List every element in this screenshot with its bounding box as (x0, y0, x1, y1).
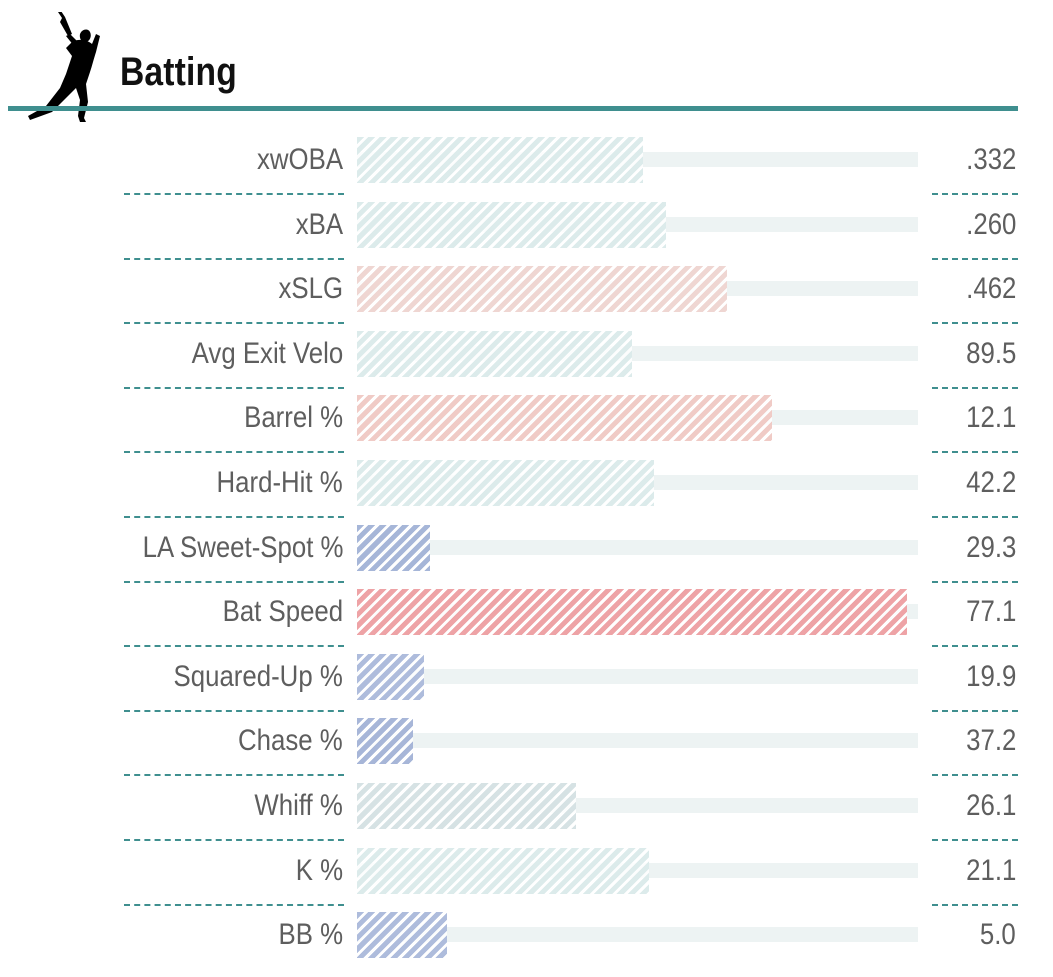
metric-label: K % (295, 853, 343, 887)
bar-track (357, 733, 918, 749)
percentile-bar (357, 201, 666, 248)
row-divider (932, 709, 1018, 712)
percentile-bar (357, 524, 430, 571)
metric-value: 5.0 (980, 918, 1016, 952)
row-divider (124, 386, 344, 389)
row-divider (124, 516, 344, 518)
metric-row-xwoba: xwOBA .332 (0, 137, 1053, 202)
bar-track (357, 668, 918, 684)
metric-row-whiff-pct: Whiff % 26.1 (0, 783, 1053, 848)
row-divider (932, 903, 1018, 906)
row-divider (932, 839, 1018, 841)
row-divider (124, 193, 344, 195)
metric-value: .260 (965, 207, 1016, 241)
row-divider (124, 580, 344, 583)
percentile-bar (357, 653, 425, 700)
metric-label: Chase % (238, 724, 343, 758)
percentile-bar (357, 783, 576, 829)
metric-value: 26.1 (965, 789, 1016, 822)
metric-value: 37.2 (965, 724, 1016, 758)
metric-label: Whiff % (254, 789, 343, 822)
percentile-bar (357, 589, 907, 636)
bar-track (357, 539, 918, 555)
row-divider (932, 257, 1018, 260)
row-divider (932, 193, 1018, 195)
metric-value: .332 (965, 143, 1016, 176)
percentile-bar (357, 137, 644, 183)
metric-label: Bat Speed (222, 595, 343, 629)
percentile-bar (357, 395, 773, 442)
section-header: Batting (0, 0, 1053, 122)
percentile-bar (357, 718, 414, 765)
metric-label: BB % (278, 918, 343, 952)
row-divider (124, 774, 344, 777)
metric-row-hard-hit-pct: Hard-Hit % 42.2 (0, 460, 1053, 525)
metric-value: 19.9 (965, 659, 1016, 693)
metric-row-barrel-pct: Barrel % 12.1 (0, 395, 1053, 460)
row-divider (932, 580, 1018, 583)
metric-label: xBA (295, 207, 343, 241)
metric-value: .462 (965, 272, 1016, 306)
row-divider (124, 903, 344, 906)
row-divider (124, 839, 344, 841)
row-divider (124, 645, 344, 648)
metric-value: 21.1 (965, 853, 1016, 887)
metric-label: Hard-Hit % (216, 466, 343, 499)
metric-value: 77.1 (965, 595, 1016, 629)
bar-track (357, 927, 918, 943)
metric-row-la-sweet-spot-pct: LA Sweet-Spot % 29.3 (0, 524, 1053, 590)
metric-row-bat-speed: Bat Speed 77.1 (0, 589, 1053, 654)
row-divider (124, 451, 344, 454)
metric-row-k-pct: K % 21.1 (0, 847, 1053, 913)
percentile-bar (357, 912, 447, 959)
metric-row-xba: xBA .260 (0, 201, 1053, 267)
percentile-bar (357, 330, 632, 377)
row-divider (932, 451, 1018, 454)
row-divider (932, 645, 1018, 648)
metric-row-bb-pct: BB % 5.0 (0, 912, 1053, 977)
metric-row-chase-pct: Chase % 37.2 (0, 718, 1053, 783)
percentile-bar (357, 847, 649, 894)
batter-silhouette-icon (28, 12, 100, 122)
row-divider (124, 322, 344, 325)
section-title: Batting (120, 50, 237, 94)
metric-label: xSLG (278, 272, 343, 306)
metric-row-avg-exit-velo: Avg Exit Velo 89.5 (0, 330, 1053, 396)
header-rule (8, 106, 1018, 111)
row-divider (932, 322, 1018, 325)
row-divider (932, 386, 1018, 389)
metric-value: 29.3 (965, 530, 1016, 564)
metric-value: 89.5 (965, 336, 1016, 370)
percentile-bar (357, 460, 655, 506)
metric-label: xwOBA (256, 143, 343, 176)
metric-row-squared-up-pct: Squared-Up % 19.9 (0, 653, 1053, 719)
metric-row-xslg: xSLG .462 (0, 266, 1053, 331)
row-divider (124, 257, 344, 260)
metric-label: Avg Exit Velo (191, 336, 343, 370)
row-divider (124, 709, 344, 712)
metric-value: 12.1 (965, 401, 1016, 435)
metric-label: Squared-Up % (173, 659, 343, 693)
metric-label: LA Sweet-Spot % (142, 530, 343, 564)
row-divider (932, 774, 1018, 777)
percentile-bar (357, 266, 728, 313)
metric-label: Barrel % (244, 401, 343, 435)
metric-value: 42.2 (965, 466, 1016, 499)
row-divider (932, 516, 1018, 518)
